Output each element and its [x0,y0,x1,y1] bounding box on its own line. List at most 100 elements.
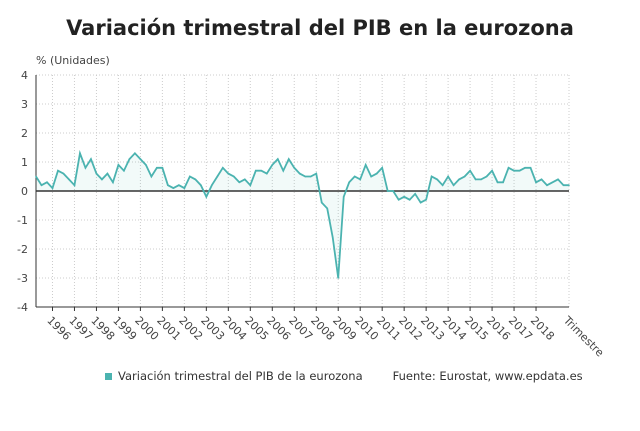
data-point [238,181,241,184]
data-point [337,277,340,279]
x-tick-label: 2018 [528,314,557,343]
y-tick-label: -3 [17,272,28,285]
data-point [562,184,565,186]
data-point [436,178,438,181]
data-point [46,181,48,184]
x-tick-label: 1998 [88,314,117,343]
data-point [474,178,477,181]
data-point [293,167,296,169]
data-point [331,236,334,239]
data-point [117,164,120,166]
x-tick-label: 2004 [220,314,249,343]
data-point [79,152,81,155]
data-point [359,178,361,181]
data-point [452,184,455,186]
y-tick-label: 4 [21,69,28,82]
data-point [222,167,224,169]
x-tick-label: 1999 [110,314,139,343]
data-point [447,175,449,178]
data-point [463,175,466,178]
legend-label: Variación trimestral del PIB de la euroz… [118,369,363,383]
x-tick-label: 2001 [154,314,183,343]
data-point [101,178,103,181]
data-point [551,181,554,184]
data-point [84,167,87,169]
data-point [200,184,202,186]
x-tick-label: 2000 [132,314,161,343]
x-tick-label: 1997 [66,314,95,343]
data-point [134,152,136,155]
x-tick-label: 2008 [308,314,337,343]
data-point [315,172,318,175]
x-tick-label: 2006 [264,314,293,343]
data-point [90,158,92,160]
data-point [524,167,526,169]
data-point [485,175,488,178]
data-point [513,169,515,172]
chart-title: Variación trimestral del PIB en la euroz… [66,16,574,40]
data-point [480,178,482,181]
data-point [403,196,405,198]
data-point [62,172,65,175]
data-point [249,184,252,186]
data-point [123,169,125,172]
data-point [364,164,367,166]
data-point [35,175,37,178]
x-tick-label: 2015 [462,314,491,343]
data-point [518,169,521,172]
data-point [529,167,532,169]
data-point [128,158,131,160]
x-tick-label: 2005 [242,314,271,343]
data-point [205,196,208,198]
legend: Variación trimestral del PIB de la euroz… [105,369,583,383]
x-tick-label: 2012 [396,314,425,343]
data-point [178,184,180,186]
data-point [73,184,76,186]
x-tick-label: 2014 [440,314,469,343]
data-point [392,190,394,192]
data-point [139,158,142,160]
series-line [35,149,569,279]
data-point [320,201,323,204]
data-point [260,169,263,172]
data-point [430,175,433,178]
x-tick-label: 2011 [374,314,403,343]
data-point [342,196,345,198]
data-point [507,167,510,169]
legend-swatch [105,372,112,380]
data-point [568,184,570,186]
data-point [106,172,109,175]
data-point [502,181,504,184]
x-tick-label: 2002 [176,314,205,343]
data-point [386,190,389,192]
data-point [425,198,427,201]
data-point [326,207,329,210]
y-tick-label: 3 [21,98,28,111]
data-point [276,158,279,160]
data-point [51,187,54,189]
x-tick-label: 2007 [286,314,315,343]
data-point [381,167,383,169]
x-axis-label: Trimestre [560,313,606,359]
series-area [36,153,569,278]
data-point [353,175,356,178]
data-point [304,175,307,178]
data-point [112,181,114,184]
data-point [557,178,559,181]
data-point [271,164,274,166]
data-point [265,172,268,175]
data-point [375,172,378,175]
data-point [419,201,422,204]
data-point [469,169,471,172]
data-point [408,198,411,201]
x-tick-label: 2016 [484,314,513,343]
data-point [216,175,219,178]
data-point [68,178,70,181]
x-tick-label: 1996 [44,314,73,343]
y-tick-label: 1 [21,156,28,169]
data-point [370,175,372,178]
data-point [145,164,147,166]
x-tick-label: 2009 [330,314,359,343]
